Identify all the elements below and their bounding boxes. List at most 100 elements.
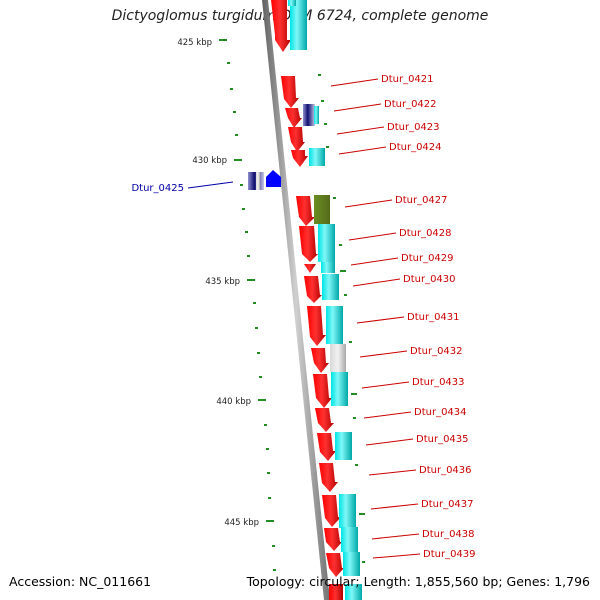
leader-line: [359, 350, 408, 358]
gene-label[interactable]: Dtur_0438: [422, 529, 475, 540]
ruler-minor-tick: [255, 327, 258, 329]
track-tick: [359, 513, 365, 515]
gene-block-reverse[interactable]: [345, 584, 362, 600]
gene-arrow-forward[interactable]: [319, 463, 338, 492]
gene-label[interactable]: Dtur_0427: [395, 195, 448, 206]
leader-line: [338, 146, 387, 155]
track-tick: [344, 294, 347, 296]
ruler-minor-tick: [253, 302, 256, 304]
gene-label[interactable]: Dtur_0430: [403, 274, 456, 285]
track-tick: [318, 74, 321, 76]
track-tick: [339, 244, 342, 246]
gene-block-reverse[interactable]: [322, 274, 339, 300]
gene-arrow-forward[interactable]: [322, 495, 341, 527]
gene-block-gray[interactable]: [256, 172, 260, 190]
track-tick: [326, 146, 329, 148]
gene-label[interactable]: Dtur_0423: [387, 122, 440, 133]
ruler-minor-tick: [268, 497, 271, 499]
track-tick: [355, 464, 358, 466]
gene-block-reverse[interactable]: [339, 494, 356, 528]
gene-label[interactable]: Dtur_0424: [389, 142, 442, 153]
gene-arrow-forward[interactable]: [299, 226, 318, 262]
gene-block-reverse[interactable]: [331, 372, 348, 406]
gene-arrow-forward[interactable]: [291, 150, 308, 167]
ruler-minor-tick: [245, 231, 248, 233]
gene-label[interactable]: Dtur_0432: [410, 346, 463, 357]
gene-label[interactable]: Dtur_0437: [421, 499, 474, 510]
gene-label[interactable]: Dtur_0433: [412, 377, 465, 388]
gene-arrow-forward[interactable]: [313, 374, 332, 408]
gene-block-reverse[interactable]: [335, 432, 352, 460]
gene-arrow-forward[interactable]: [311, 348, 329, 373]
gene-arrow-forward[interactable]: [317, 433, 336, 461]
leader-line: [330, 78, 379, 87]
gene-block-reverse[interactable]: [341, 527, 358, 552]
gene-arrow-forward[interactable]: [281, 76, 299, 108]
gene-block-reverse[interactable]: [314, 106, 319, 124]
gene-arrow-forward[interactable]: [315, 408, 334, 432]
track-tick: [353, 417, 356, 419]
leader-line: [333, 103, 382, 112]
ruler-minor-tick: [240, 184, 243, 186]
track-tick: [349, 341, 352, 343]
gene-arrow-blue[interactable]: [266, 170, 281, 187]
ruler-label: 435 kbp: [205, 277, 240, 287]
gene-block-reverse[interactable]: [290, 0, 307, 50]
genome-backbone: [262, 0, 330, 600]
gene-arrow-forward[interactable]: [304, 264, 316, 273]
track-tick: [321, 100, 324, 102]
gene-arrow-forward[interactable]: [271, 0, 291, 52]
gene-block-reverse[interactable]: [343, 552, 360, 576]
leader-line: [370, 503, 419, 510]
gene-block-reverse[interactable]: [309, 148, 325, 166]
ruler-minor-tick: [264, 424, 267, 426]
ruler-minor-tick: [233, 111, 236, 113]
gene-label[interactable]: Dtur_0435: [416, 434, 469, 445]
label-leaders: [187, 78, 421, 559]
ruler-label: 440 kbp: [216, 397, 251, 407]
gene-features: [248, 0, 362, 600]
ruler-minor-tick: [272, 545, 275, 547]
gene-arrow-forward[interactable]: [296, 196, 315, 226]
ruler-minor-tick: [235, 134, 238, 136]
ruler-minor-tick: [267, 472, 270, 474]
gene-arrow-forward[interactable]: [326, 553, 344, 577]
ruler-minor-tick: [227, 62, 230, 64]
gene-arrow-forward[interactable]: [304, 276, 322, 303]
gene-block-forward[interactable]: [329, 584, 343, 600]
gene-label[interactable]: Dtur_0436: [419, 465, 472, 476]
leader-line: [336, 126, 385, 135]
leader-line: [352, 278, 401, 287]
gene-block-reverse[interactable]: [326, 306, 343, 344]
ruler-minor-tick: [247, 255, 250, 257]
gene-block-gray[interactable]: [330, 344, 346, 372]
leader-line: [363, 411, 412, 419]
leader-line: [371, 533, 420, 540]
gene-label[interactable]: Dtur_0428: [399, 228, 452, 239]
gene-label[interactable]: Dtur_0429: [401, 253, 454, 264]
gene-label[interactable]: Dtur_0421: [381, 74, 434, 85]
gene-block-reverse[interactable]: [318, 224, 335, 262]
gene-label[interactable]: Dtur_0439: [423, 549, 476, 560]
gene-arrow-forward[interactable]: [288, 127, 305, 152]
gene-block-reverse[interactable]: [288, 0, 296, 6]
gene-arrow-forward[interactable]: [307, 306, 326, 346]
gene-block-reverse[interactable]: [321, 262, 335, 273]
track-tick: [362, 561, 365, 563]
gene-arrow-forward[interactable]: [324, 528, 342, 551]
ruler: 425 kbp 430 kbp 435 kbp 440 kbp 445 kbp: [177, 38, 365, 571]
genome-summary-text: Topology: circular; Length: 1,855,560 bp…: [246, 574, 590, 589]
gene-label[interactable]: Dtur_0434: [414, 407, 467, 418]
gene-block-olive[interactable]: [314, 195, 330, 224]
leader-line: [356, 316, 405, 324]
accession-text: Accession: NC_011661: [9, 574, 152, 589]
gene-label[interactable]: Dtur_0431: [407, 312, 460, 323]
leader-line: [348, 232, 397, 241]
ruler-minor-tick: [242, 208, 245, 210]
gene-label[interactable]: Dtur_0422: [384, 99, 437, 110]
gene-block-navy[interactable]: [303, 104, 315, 126]
gene-arrow-forward[interactable]: [285, 108, 302, 128]
gene-label[interactable]: Dtur_0425: [131, 183, 184, 194]
ruler-minor-tick: [230, 88, 233, 90]
